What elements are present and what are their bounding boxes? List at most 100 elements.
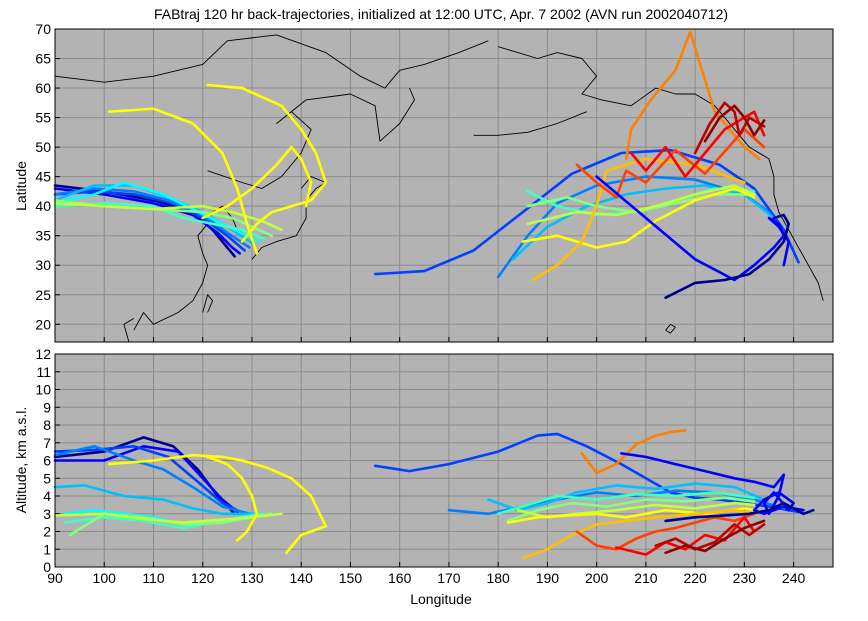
top-y-tick-label: 70 [35, 21, 51, 37]
top-y-tick-label: 20 [35, 316, 51, 332]
bottom-trajectory-line-20 [575, 512, 756, 551]
coastline [473, 111, 587, 136]
bottom-trajectory-line-1 [53, 444, 241, 516]
bottom-grid [54, 353, 833, 568]
top-trajectory-line-9 [107, 107, 259, 255]
x-tick-label: 230 [733, 570, 757, 586]
bottom-trajectory-line-8 [53, 512, 283, 524]
top-trajectory-line-10 [206, 83, 328, 243]
coastline [251, 176, 327, 260]
bottom-y-tick-label: 2 [43, 524, 51, 540]
bottom-trajectory-line-22 [654, 523, 766, 551]
top-axes-box [54, 28, 834, 343]
bottom-trajectory-line-2 [53, 444, 246, 516]
bottom-y-tick-label: 0 [43, 559, 51, 575]
bottom-trajectory-line-24 [619, 452, 805, 516]
bottom-trajectory-line-25 [664, 501, 815, 523]
bottom-trajectory-line-9 [107, 453, 328, 555]
coastline [133, 205, 248, 331]
x-axis-label: Longitude [410, 591, 472, 607]
bottom-trajectory-line-4 [53, 484, 256, 516]
x-tick-label: 220 [683, 570, 707, 586]
bottom-trajectory-line-3 [53, 444, 251, 516]
bottom-axes-box [54, 353, 834, 568]
x-tick-label: 240 [782, 570, 806, 586]
top-trajectory-line-1 [53, 187, 241, 255]
bottom-trajectory-line-18 [521, 508, 756, 560]
top-y-tick-label: 50 [35, 139, 51, 155]
coastline [123, 318, 135, 343]
x-tick-label: 90 [47, 570, 63, 586]
x-tick-label: 190 [536, 570, 560, 586]
top-y-tick-label: 40 [35, 198, 51, 214]
x-tick-label: 170 [437, 570, 461, 586]
top-trajectory-line-21 [575, 128, 766, 199]
top-trajectory-line-5 [63, 181, 261, 243]
bottom-y-tick-label: 11 [36, 364, 51, 380]
bottom-trajectory-line-11 [373, 432, 800, 514]
top-trajectory-line-26 [664, 213, 791, 300]
x-tick-label: 150 [339, 570, 363, 586]
x-tick-label: 130 [240, 570, 264, 586]
top-y-tick-label: 30 [35, 257, 51, 273]
top-trajectory-line-22 [629, 110, 766, 178]
top-y-tick-label: 65 [35, 51, 51, 67]
top-trajectory-line-23 [693, 101, 766, 155]
coastline [202, 294, 214, 313]
top-trajectories [53, 30, 800, 300]
x-tick-label: 210 [634, 570, 658, 586]
top-trajectory-line-12 [373, 148, 800, 276]
top-trajectory-line-25 [595, 175, 791, 282]
bottom-y-tick-label: 3 [43, 506, 51, 522]
top-trajectory-line-3 [53, 187, 251, 249]
bottom-y-tick-label: 12 [35, 346, 51, 362]
top-trajectory-line-24 [703, 104, 766, 143]
bottom-trajectory-line-10 [206, 455, 259, 542]
top-panel: 20 25 30 35 40 45 50 55 60 65 70 Latitude [13, 21, 834, 343]
bottom-panel: 90 100 110 120 130 140 150 160 170 180 190 200 210 22… [13, 346, 834, 607]
bottom-trajectory-line-23 [664, 519, 766, 555]
bottom-trajectory-line-15 [506, 496, 756, 523]
top-tick-labels: 20 25 30 35 40 45 50 55 60 65 70 [35, 21, 51, 332]
bottom-y-tick-label: 10 [35, 382, 51, 398]
x-tick-label: 120 [191, 570, 215, 586]
x-tick-label: 140 [290, 570, 314, 586]
top-trajectory-line-17 [526, 184, 756, 226]
bottom-y-tick-label: 6 [43, 453, 51, 469]
coastline [54, 34, 489, 89]
bottom-y-tick-label: 7 [43, 435, 51, 451]
x-tick-label: 200 [585, 570, 609, 586]
top-y-tick-label: 35 [35, 228, 51, 244]
bottom-trajectory-line-14 [496, 491, 756, 516]
bottom-trajectory-line-21 [614, 515, 756, 556]
chart-title: FABtraj 120 hr back-trajectories, initia… [154, 6, 728, 22]
top-y-tick-label: 25 [35, 287, 51, 303]
top-y-tick-label: 45 [35, 169, 51, 185]
bottom-y-tick-label: 9 [43, 399, 51, 415]
top-y-axis-label: Latitude [13, 161, 29, 211]
x-tick-label: 100 [93, 570, 117, 586]
top-trajectory-line-19 [531, 157, 746, 282]
x-tick-label: 180 [486, 570, 510, 586]
coastline [207, 87, 415, 189]
top-y-tick-label: 60 [35, 80, 51, 96]
top-y-tick-label: 55 [35, 110, 51, 126]
top-coastlines [54, 34, 824, 343]
top-trajectory-line-14 [511, 184, 776, 261]
bottom-y-tick-label: 4 [43, 488, 51, 504]
bottom-trajectory-line-13 [486, 482, 766, 512]
x-tick-label: 160 [388, 570, 412, 586]
top-trajectory-line-6 [53, 201, 266, 240]
x-tick-label: 110 [142, 570, 165, 586]
bottom-y-tick-label: 8 [43, 417, 51, 433]
top-trajectory-line-18 [521, 187, 756, 249]
bottom-trajectories [53, 428, 815, 560]
top-trajectory-line-11 [201, 145, 313, 220]
top-grid [54, 28, 833, 342]
bottom-y-axis-label: Altitude, km a.s.l. [13, 407, 29, 514]
bottom-y-tick-label: 5 [43, 470, 51, 486]
bottom-trajectory-line-19 [580, 428, 687, 475]
bottom-tick-labels: 90 100 110 120 130 140 150 160 170 180 190 200 210 22… [35, 346, 805, 586]
top-trajectory-line-20 [624, 30, 761, 161]
